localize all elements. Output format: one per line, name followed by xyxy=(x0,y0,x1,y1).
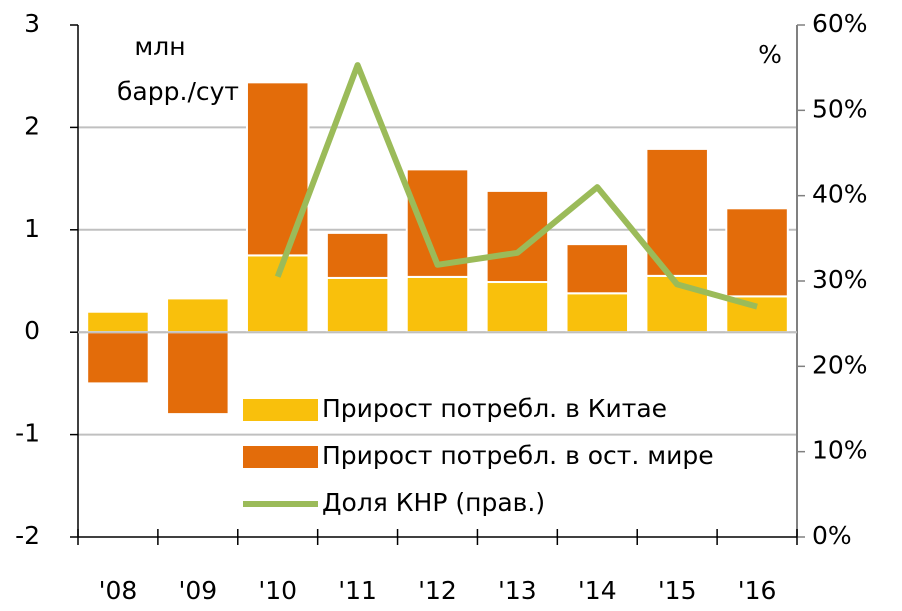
bar-segment xyxy=(245,81,310,257)
x-tick-label: '11 xyxy=(338,576,377,605)
legend-label: Прирост потребл. в Китае xyxy=(322,394,667,423)
line-series xyxy=(274,62,758,310)
bar-segment xyxy=(86,331,150,385)
bar-segment xyxy=(405,275,470,334)
y-tick-label: 0 xyxy=(24,316,40,345)
x-tick-label: '13 xyxy=(498,576,537,605)
bar-segment xyxy=(325,231,390,279)
bar-segment xyxy=(245,254,310,334)
bar-segment xyxy=(645,147,709,277)
x-tick-label: '12 xyxy=(418,576,457,605)
y2-tick-label: 30% xyxy=(812,265,868,294)
x-tick-label: '15 xyxy=(658,576,697,605)
bar-segment xyxy=(325,276,390,334)
legend-swatch xyxy=(243,399,318,421)
y2-tick-label: 10% xyxy=(812,436,868,465)
bar-segment xyxy=(565,243,630,295)
y-tick-label: -1 xyxy=(15,419,40,448)
bar-segment xyxy=(86,310,150,334)
bar-segment xyxy=(166,331,230,416)
legend-label: Доля КНР (прав.) xyxy=(322,488,545,517)
bar-segment xyxy=(565,292,630,334)
y-unit-label: млн xyxy=(134,32,185,61)
bar-segment xyxy=(485,281,550,334)
y-unit-label: барр./сут xyxy=(117,77,239,106)
y2-tick-label: 50% xyxy=(812,94,868,123)
y2-unit-label: % xyxy=(758,40,782,69)
y2-tick-label: 20% xyxy=(812,350,868,379)
x-tick-label: '14 xyxy=(578,576,617,605)
x-tick-label: '08 xyxy=(99,576,138,605)
x-tick-label: '09 xyxy=(178,576,217,605)
bar-segment xyxy=(166,297,230,334)
legend-label: Прирост потребл. в ост. мире xyxy=(322,441,714,470)
x-tick-label: '10 xyxy=(258,576,297,605)
y2-tick-label: 60% xyxy=(812,9,868,38)
x-tick-label: '16 xyxy=(738,576,777,605)
y-tick-label: 1 xyxy=(24,214,40,243)
y2-tick-label: 40% xyxy=(812,180,868,209)
legend-swatch xyxy=(243,446,318,468)
bar-segment xyxy=(725,207,789,298)
y-tick-label: 3 xyxy=(24,9,40,38)
y-tick-label: 2 xyxy=(24,111,40,140)
y-tick-label: -2 xyxy=(15,521,40,550)
y2-tick-label: 0% xyxy=(812,521,852,550)
